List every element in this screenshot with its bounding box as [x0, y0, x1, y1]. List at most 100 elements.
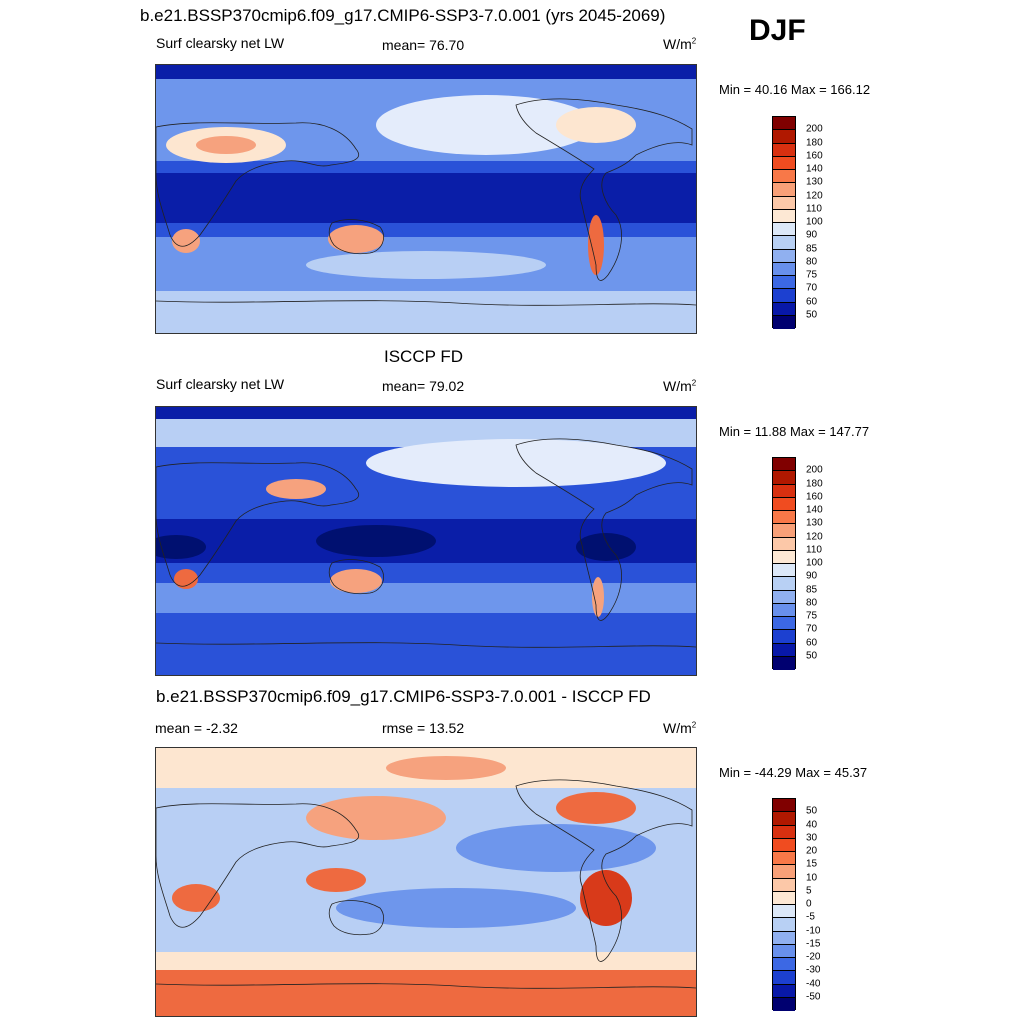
- panel2-units: W/m2: [663, 378, 697, 394]
- colorbar-tick-label: 80: [806, 256, 818, 268]
- season-label: DJF: [749, 14, 806, 47]
- panel2-mean-label: mean= 79.02: [382, 378, 465, 394]
- colorbar-tick-label: -5: [806, 911, 815, 923]
- colorbar-tick-label: 30: [806, 832, 818, 844]
- australia-warm: [328, 225, 384, 253]
- southern-ocean-warm: [156, 970, 696, 1016]
- colorbar-segment: [773, 315, 795, 329]
- colorbar-tick-label: -50: [806, 991, 821, 1003]
- colorbar-tick-label: 120: [806, 531, 823, 542]
- colorbar-segment: [773, 170, 795, 184]
- colorbar-segment: [773, 209, 795, 223]
- colorbar-segment: [773, 617, 795, 631]
- panel2-map: [155, 406, 697, 676]
- colorbar-tick-label: 50: [806, 309, 818, 321]
- south-pacific-pale: [306, 251, 546, 279]
- panel1-map: [155, 64, 697, 334]
- colorbar-tick-label: 70: [806, 623, 818, 635]
- colorbar-tick-label: 110: [806, 203, 822, 215]
- panel3-map: [155, 747, 697, 1017]
- coastline-path: [156, 438, 693, 621]
- colorbar-tick-label: 10: [806, 872, 818, 883]
- panel1-minmax: Min = 40.16 Max = 166.12: [719, 82, 871, 97]
- colorbar-tick-label: -20: [806, 951, 821, 963]
- panel3-rmse-label: rmse = 13.52: [382, 720, 465, 736]
- colorbar-tick-label: 140: [806, 163, 823, 175]
- colorbar-tick-label: 85: [806, 243, 818, 254]
- south-pacific-cool: [336, 888, 576, 928]
- colorbar-segment: [773, 931, 795, 945]
- coastline-path: [156, 98, 693, 281]
- colorbar-segment: [773, 302, 795, 316]
- colorbar-tick-label: 75: [806, 269, 818, 281]
- colorbar-segment: [773, 643, 795, 657]
- colorbar-segment: [773, 249, 795, 263]
- north-pacific-pale: [376, 95, 596, 155]
- colorbar-tick-label: 160: [806, 491, 823, 503]
- southern-transition: [156, 952, 696, 972]
- colorbar-tick-label: 160: [806, 150, 823, 162]
- colorbar-segment: [773, 156, 795, 170]
- panel3-minmax: Min = -44.29 Max = 45.37: [719, 765, 868, 780]
- colorbar-segment: [773, 236, 795, 250]
- colorbar-tick-label: 180: [806, 478, 823, 489]
- southern-ocean: [156, 619, 696, 675]
- colorbar-segment: [773, 630, 795, 644]
- panel2-minmax: Min = 11.88 Max = 147.77: [719, 424, 870, 439]
- colorbar-tick-label: 5: [806, 885, 812, 897]
- colorbar-segment: [773, 471, 795, 485]
- coastline-path: [156, 779, 693, 962]
- colorbar-tick-label: 120: [806, 190, 823, 201]
- colorbar-segment: [773, 550, 795, 564]
- colorbar-segment: [773, 577, 795, 591]
- colorbar-segment: [773, 852, 795, 866]
- colorbar-segment: [773, 183, 795, 197]
- colorbar-tick-label: -10: [806, 925, 821, 936]
- colorbar-tick-label: -40: [806, 978, 821, 989]
- colorbar-tick-label: 100: [806, 216, 823, 228]
- panel2-map-svg: [156, 407, 696, 675]
- colorbar-segment: [773, 878, 795, 892]
- panel3-colorbar: [772, 798, 796, 1011]
- panel3-map-svg: [156, 748, 696, 1016]
- colorbar-segment: [773, 838, 795, 852]
- panel3-units: W/m2: [663, 720, 697, 736]
- colorbar-tick-label: 140: [806, 504, 823, 516]
- colorbar-tick-label: 75: [806, 610, 818, 622]
- arctic-band: [156, 65, 696, 79]
- colorbar-segment: [773, 958, 795, 972]
- colorbar-segment: [773, 223, 795, 237]
- antarctic-coast: [156, 983, 696, 989]
- colorbar-tick-label: 60: [806, 637, 818, 648]
- colorbar-tick-label: 20: [806, 845, 818, 857]
- n-america-warm: [556, 792, 636, 824]
- n-america-warm: [556, 107, 636, 143]
- colorbar-tick-label: 60: [806, 296, 818, 307]
- panel1-map-svg: [156, 65, 696, 333]
- colorbar-tick-label: -30: [806, 964, 821, 976]
- colorbar-tick-label: 0: [806, 898, 812, 910]
- colorbar-tick-label: 130: [806, 176, 823, 188]
- east-pacific-cool: [456, 824, 656, 872]
- nw-pacific-warm: [306, 796, 446, 840]
- colorbar-segment: [773, 524, 795, 538]
- colorbar-segment: [773, 891, 795, 905]
- panel3-mean-label: mean = -2.32: [155, 720, 238, 736]
- congo-navy: [156, 535, 206, 559]
- tropical-edge-n: [156, 161, 696, 173]
- panel2-colorbar: [772, 457, 796, 670]
- colorbar-segment: [773, 130, 795, 144]
- colorbar-tick-label: 40: [806, 819, 818, 830]
- southern-band: [156, 291, 696, 333]
- colorbar-segment: [773, 944, 795, 958]
- colorbar-segment: [773, 905, 795, 919]
- amazon-navy: [576, 533, 636, 561]
- colorbar-tick-label: 80: [806, 597, 818, 609]
- colorbar-segment: [773, 825, 795, 839]
- colorbar-segment: [773, 458, 795, 472]
- arctic-band: [156, 407, 696, 419]
- colorbar-segment: [773, 984, 795, 998]
- colorbar-tick-label: 130: [806, 517, 823, 529]
- colorbar-segment: [773, 799, 795, 813]
- colorbar-tick-label: 100: [806, 557, 823, 569]
